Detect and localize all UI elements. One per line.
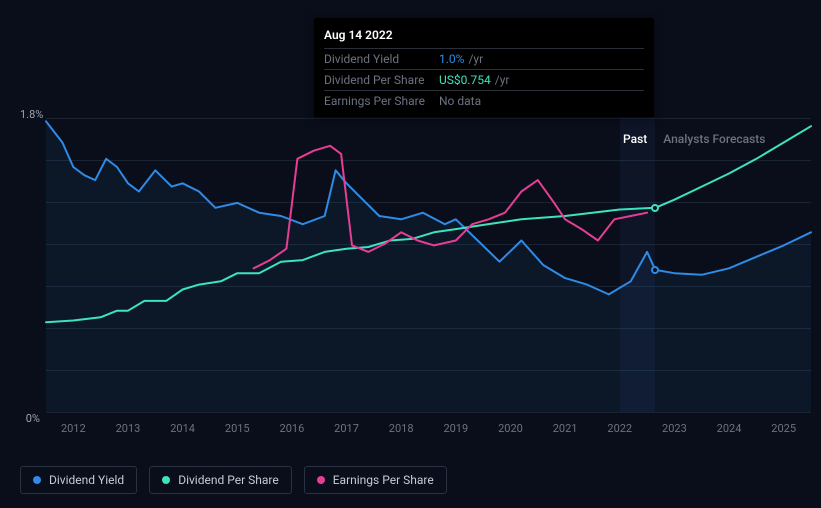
- plot-area[interactable]: 2012201320142015201620172018201920202021…: [46, 118, 811, 412]
- y-axis-min: 0%: [20, 412, 40, 425]
- legend-item-dividend-yield[interactable]: Dividend Yield: [20, 466, 137, 494]
- tooltip-row-value: US$0.754: [439, 73, 491, 87]
- tooltip-row-label: Earnings Per Share: [324, 94, 439, 108]
- chart-svg: [46, 118, 811, 412]
- gridline: [46, 412, 811, 413]
- x-axis-tick: 2023: [662, 422, 687, 435]
- x-axis-tick: 2025: [771, 422, 796, 435]
- tooltip-row-suffix: /yr: [468, 52, 483, 66]
- x-axis-tick: 2016: [280, 422, 305, 435]
- tooltip-row-value: No data: [439, 94, 481, 108]
- x-axis-tick: 2014: [170, 422, 195, 435]
- x-axis-tick: 2012: [61, 422, 86, 435]
- x-axis-tick: 2022: [607, 422, 632, 435]
- legend-dot-icon: [162, 476, 170, 484]
- legend-item-dividend-per-share[interactable]: Dividend Per Share: [149, 466, 292, 494]
- x-axis-tick: 2013: [116, 422, 141, 435]
- tooltip-row-label: Dividend Per Share: [324, 73, 439, 87]
- x-axis-tick: 2018: [389, 422, 414, 435]
- tooltip-row: Dividend Yield1.0% /yr: [324, 48, 644, 69]
- y-axis-max: 1.8%: [20, 108, 40, 121]
- chart-legend: Dividend Yield Dividend Per Share Earnings…: [20, 466, 447, 494]
- legend-item-label: Earnings Per Share: [333, 473, 434, 487]
- series-marker: [651, 204, 659, 212]
- section-label-forecast: Analysts Forecasts: [663, 132, 765, 146]
- tooltip-row-suffix: /yr: [495, 73, 510, 87]
- legend-item-label: Dividend Per Share: [178, 473, 279, 487]
- x-axis-tick: 2020: [498, 422, 523, 435]
- legend-item-label: Dividend Yield: [49, 473, 124, 487]
- legend-dot-icon: [317, 476, 325, 484]
- tooltip-date: Aug 14 2022: [324, 24, 644, 48]
- chart-tooltip: Aug 14 2022 Dividend Yield1.0%/yrDividen…: [314, 18, 654, 117]
- x-axis-tick: 2015: [225, 422, 250, 435]
- tooltip-row: Earnings Per ShareNo data: [324, 90, 644, 111]
- legend-item-earnings-per-share[interactable]: Earnings Per Share: [304, 466, 447, 494]
- series-marker: [651, 266, 659, 274]
- tooltip-row: Dividend Per ShareUS$0.754/yr: [324, 69, 644, 90]
- x-axis-tick: 2019: [443, 422, 468, 435]
- x-axis-tick: 2017: [334, 422, 359, 435]
- tooltip-row-value: 1.0%: [439, 52, 464, 66]
- x-axis-tick: 2021: [553, 422, 578, 435]
- dividend-chart: 1.8% 0% 20122013201420152016201720182019…: [20, 110, 811, 420]
- legend-dot-icon: [33, 476, 41, 484]
- section-label-past: Past: [623, 132, 647, 146]
- series-fill-dividend_yield: [46, 121, 811, 412]
- tooltip-row-label: Dividend Yield: [324, 52, 439, 66]
- x-axis-tick: 2024: [717, 422, 742, 435]
